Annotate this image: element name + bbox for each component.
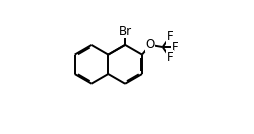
Text: F: F [167,30,173,43]
Text: F: F [172,41,179,54]
Text: Br: Br [119,25,132,38]
Text: O: O [146,38,155,51]
Text: F: F [167,51,173,64]
